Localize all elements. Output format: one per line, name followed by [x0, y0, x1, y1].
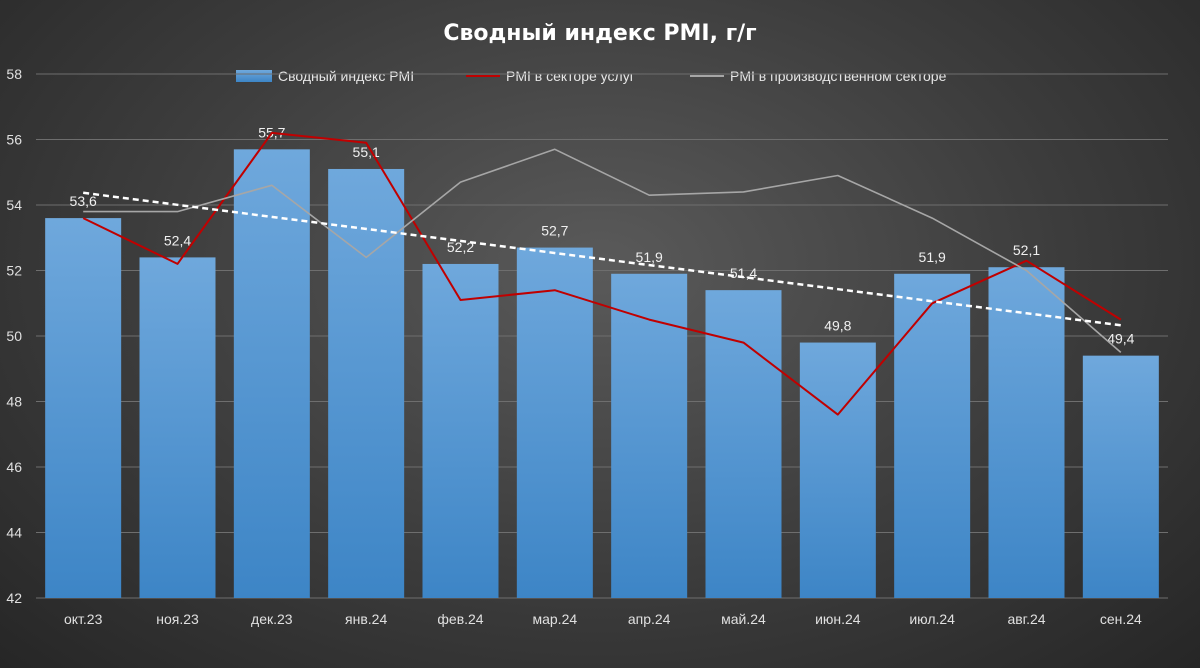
bar	[516, 247, 593, 598]
bar-data-label: 51,9	[919, 249, 946, 265]
y-tick-label: 52	[6, 263, 22, 279]
y-tick-label: 46	[6, 459, 22, 475]
x-tick-label: дек.23	[251, 611, 293, 627]
y-tick-label: 56	[6, 132, 22, 148]
y-axis: 58 56 54 52 50 48 46 44 42	[6, 66, 22, 606]
composite-trendline	[83, 191, 1121, 327]
chart-title: Сводный индекс PMI, г/г	[443, 21, 756, 46]
y-tick-label: 54	[6, 197, 22, 213]
x-tick-label: июн.24	[815, 611, 861, 627]
services-pmi-line	[82, 131, 1122, 416]
bar	[611, 273, 688, 598]
bar-data-label: 52,7	[541, 223, 568, 239]
x-tick-label: ноя.23	[156, 611, 199, 627]
bar-data-label: 49,4	[1107, 331, 1134, 347]
legend-label-manufacturing: PMI в производственном секторе	[730, 68, 947, 84]
bar	[894, 273, 971, 598]
bar-data-labels: 53,652,455,755,152,252,751,951,449,851,9…	[70, 124, 1135, 346]
x-tick-label: сен.24	[1100, 611, 1142, 627]
bar-data-label: 53,6	[70, 193, 97, 209]
x-tick-label: май.24	[721, 611, 766, 627]
legend-label-composite: Сводный индекс PMI	[278, 68, 414, 84]
legend: Сводный индекс PMI PMI в секторе услуг P…	[236, 68, 947, 84]
bar	[233, 149, 310, 598]
bar	[422, 263, 499, 598]
bar-data-label: 49,8	[824, 318, 851, 334]
legend-label-services: PMI в секторе услуг	[506, 68, 635, 84]
manufacturing-pmi-line	[83, 148, 1122, 354]
x-tick-label: фев.24	[437, 611, 483, 627]
bar	[139, 257, 216, 598]
x-tick-label: мар.24	[532, 611, 577, 627]
bar	[45, 218, 122, 598]
bar-data-label: 52,2	[447, 239, 474, 255]
bar	[1082, 355, 1159, 598]
y-tick-label: 50	[6, 328, 22, 344]
x-tick-label: авг.24	[1007, 611, 1045, 627]
x-tick-label: янв.24	[345, 611, 387, 627]
y-tick-label: 42	[6, 590, 22, 606]
bar	[328, 168, 405, 598]
x-tick-label: июл.24	[909, 611, 955, 627]
bars	[45, 149, 1159, 598]
bar	[988, 267, 1065, 598]
x-tick-label: окт.23	[64, 611, 103, 627]
series-lines	[82, 131, 1122, 416]
legend-swatch-composite	[236, 70, 272, 82]
bar-data-label: 52,1	[1013, 242, 1040, 258]
x-tick-label: апр.24	[628, 611, 671, 627]
y-tick-label: 58	[6, 66, 22, 82]
bar-data-label: 51,9	[636, 249, 663, 265]
x-axis: окт.23 ноя.23 дек.23 янв.24 фев.24 мар.24 апр.…	[64, 611, 1142, 627]
trendline	[83, 191, 1121, 327]
y-tick-label: 44	[6, 525, 22, 541]
gridlines	[36, 73, 1168, 599]
bar	[705, 290, 782, 598]
y-tick-label: 48	[6, 394, 22, 410]
bar-data-label: 52,4	[164, 232, 191, 248]
bar	[799, 342, 876, 598]
